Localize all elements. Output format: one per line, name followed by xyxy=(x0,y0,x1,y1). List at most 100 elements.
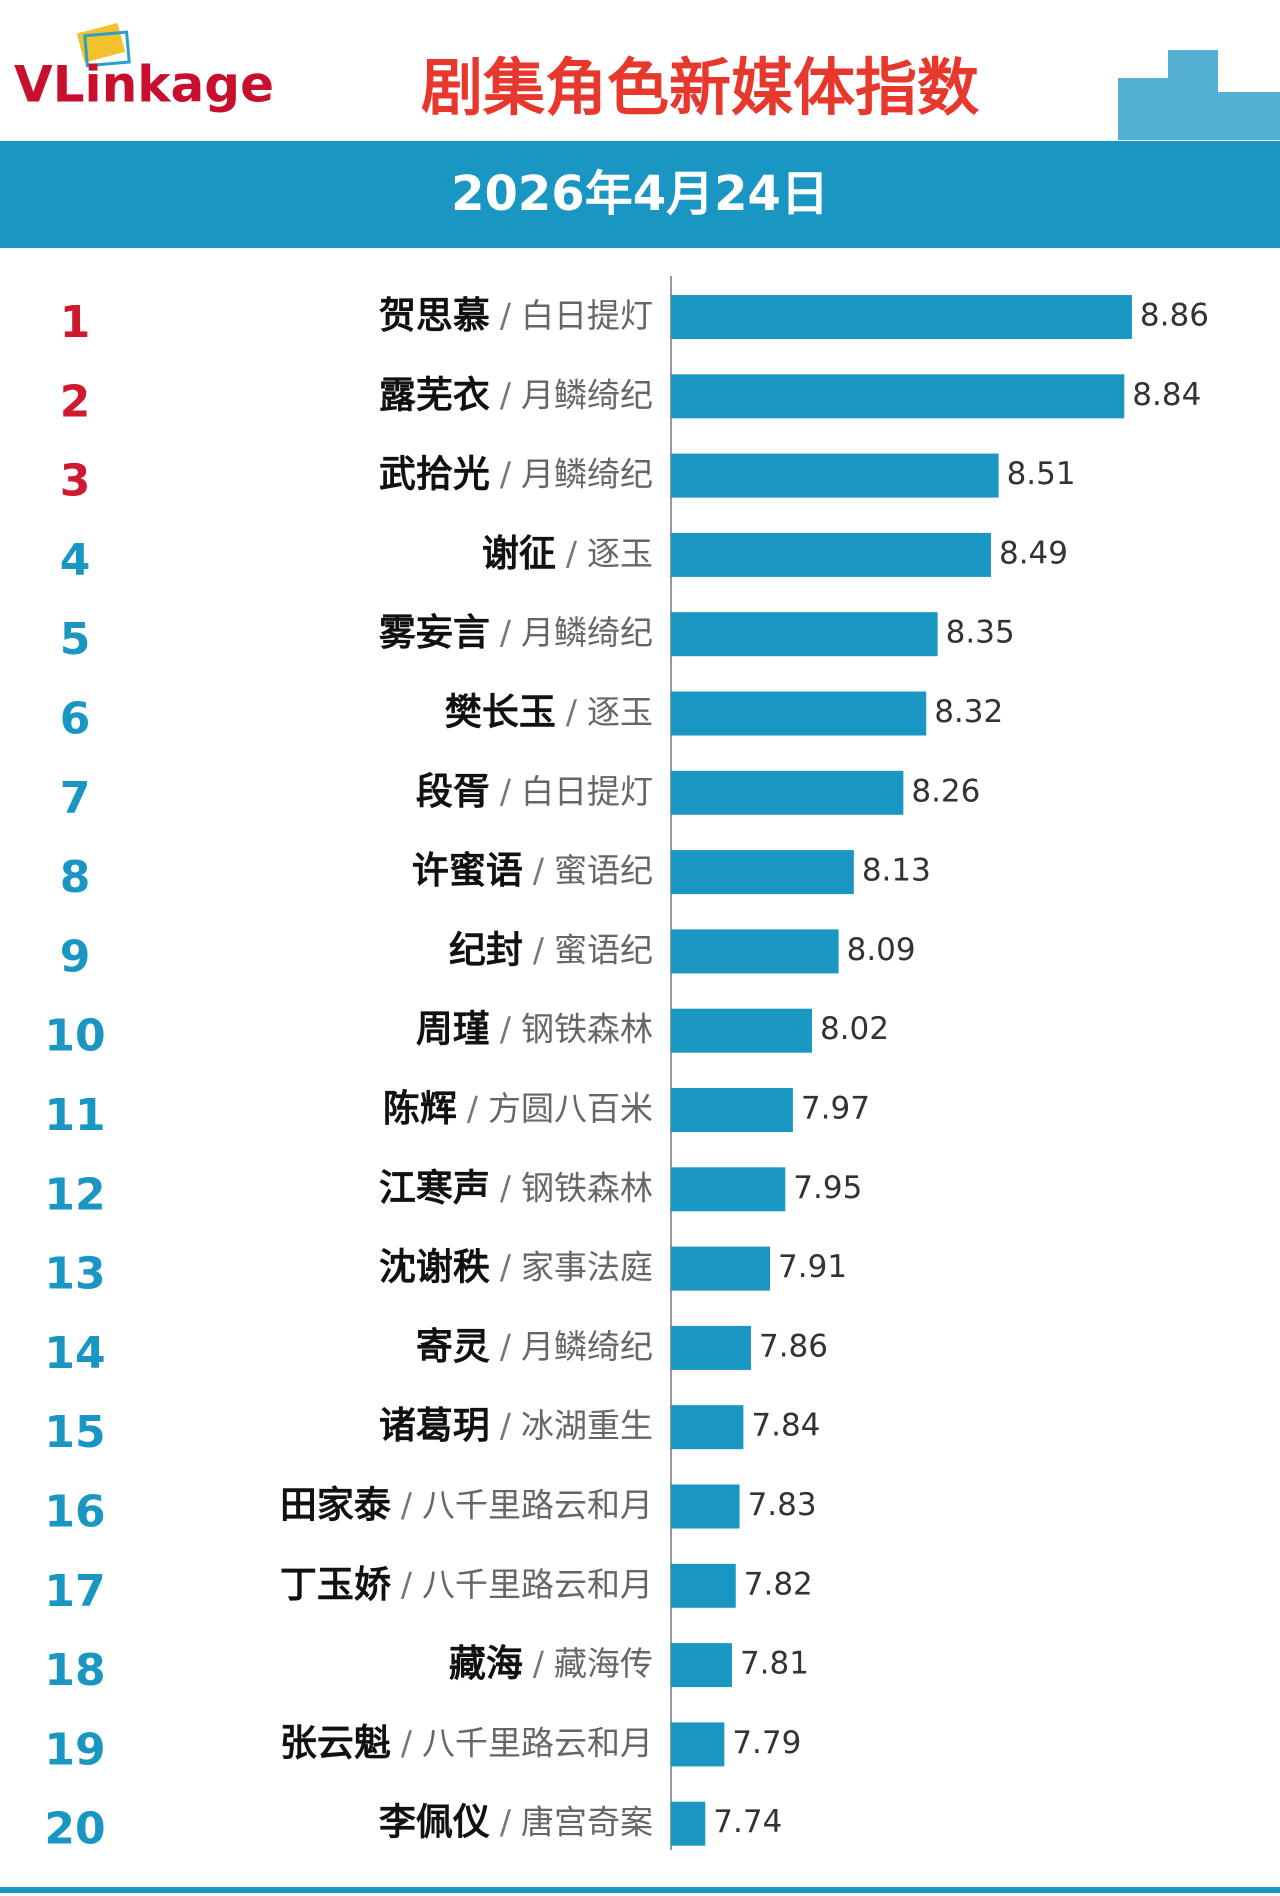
value-label: 8.35 xyxy=(946,615,1015,651)
character-name: 丁玉娇 xyxy=(280,1562,392,1605)
rank: 14 xyxy=(44,1328,105,1379)
value-label: 8.26 xyxy=(911,773,980,809)
separator: / xyxy=(401,1564,413,1603)
logo-icon xyxy=(76,22,131,68)
separator: / xyxy=(500,1247,512,1286)
value-label: 8.09 xyxy=(847,932,916,968)
rank: 17 xyxy=(44,1566,105,1617)
row-label: 田家泰 / 八千里路云和月 xyxy=(280,1483,653,1526)
row-label: 许蜜语 / 蜜语纪 xyxy=(412,849,653,892)
value-label: 8.86 xyxy=(1140,298,1209,334)
value-label: 7.74 xyxy=(713,1804,782,1840)
row-label: 诸葛玥 / 冰湖重生 xyxy=(379,1404,653,1447)
rank: 15 xyxy=(44,1407,105,1458)
bar xyxy=(671,295,1132,339)
row-label: 寄灵 / 月鳞绮纪 xyxy=(416,1324,653,1367)
row-label: 段胥 / 白日提灯 xyxy=(416,769,653,812)
row-label: 沈谢秩 / 家事法庭 xyxy=(379,1245,653,1288)
row-label: 陈辉 / 方圆八百米 xyxy=(383,1087,653,1130)
value-label: 7.91 xyxy=(778,1249,847,1285)
bar xyxy=(671,1563,736,1608)
bar xyxy=(671,691,927,736)
separator: / xyxy=(500,375,512,414)
row-label: 周瑾 / 钢铁森林 xyxy=(416,1007,653,1050)
show-name: 藏海传 xyxy=(554,1644,653,1683)
bar xyxy=(671,1405,744,1450)
show-name: 蜜语纪 xyxy=(554,930,653,969)
show-name: 唐宫奇案 xyxy=(521,1802,653,1841)
bar xyxy=(671,532,991,577)
character-name: 武拾光 xyxy=(379,452,490,495)
rank: 10 xyxy=(44,1011,105,1062)
value-label: 7.84 xyxy=(751,1408,820,1444)
show-name: 白日提灯 xyxy=(521,771,653,810)
separator: / xyxy=(566,533,578,572)
bar xyxy=(671,1643,732,1688)
show-name: 月鳞绮纪 xyxy=(521,613,653,652)
character-name: 露芜衣 xyxy=(379,373,490,416)
value-label: 7.86 xyxy=(759,1328,828,1364)
character-name: 诸葛玥 xyxy=(379,1404,490,1447)
value-label: 8.51 xyxy=(1007,456,1076,492)
rank: 18 xyxy=(44,1645,105,1696)
bar xyxy=(671,1722,725,1767)
rank: 16 xyxy=(44,1487,105,1538)
character-name: 贺思慕 xyxy=(379,294,490,337)
separator: / xyxy=(500,1406,512,1445)
show-name: 钢铁森林 xyxy=(521,1009,653,1048)
date-band xyxy=(0,141,1280,248)
row-label: 谢征 / 逐玉 xyxy=(482,531,653,574)
show-name: 逐玉 xyxy=(587,533,653,572)
value-label: 7.82 xyxy=(744,1566,813,1602)
show-name: 月鳞绮纪 xyxy=(521,375,653,414)
row-label: 纪封 / 蜜语纪 xyxy=(449,928,653,971)
value-label: 8.84 xyxy=(1132,377,1201,413)
rank: 1 xyxy=(60,297,91,348)
character-name: 许蜜语 xyxy=(412,849,523,892)
bar xyxy=(671,374,1125,419)
show-name: 家事法庭 xyxy=(521,1247,653,1286)
character-name: 樊长玉 xyxy=(445,690,556,733)
character-name: 江寒声 xyxy=(379,1166,490,1209)
show-name: 钢铁森林 xyxy=(521,1168,653,1207)
value-label: 7.79 xyxy=(732,1725,801,1761)
show-name: 八千里路云和月 xyxy=(422,1723,653,1762)
character-name: 张云魁 xyxy=(280,1721,391,1764)
separator: / xyxy=(500,1009,512,1048)
row-label: 李佩仪 / 唐宫奇案 xyxy=(379,1800,653,1843)
bar xyxy=(671,1325,751,1370)
separator: / xyxy=(401,1485,413,1524)
separator: / xyxy=(500,1168,512,1207)
value-label: 8.13 xyxy=(862,853,931,889)
separator: / xyxy=(566,692,578,731)
character-name: 沈谢秩 xyxy=(379,1245,490,1288)
show-name: 蜜语纪 xyxy=(554,851,653,890)
show-name: 月鳞绮纪 xyxy=(521,1326,653,1365)
row-label: 张云魁 / 八千里路云和月 xyxy=(280,1721,653,1764)
character-name: 谢征 xyxy=(482,531,556,574)
value-label: 7.95 xyxy=(793,1170,862,1206)
value-label: 7.97 xyxy=(801,1091,870,1127)
separator: / xyxy=(500,613,512,652)
bar xyxy=(671,1008,812,1053)
row-label: 贺思慕 / 白日提灯 xyxy=(379,294,653,337)
podium-icon xyxy=(1118,50,1280,140)
character-name: 藏海 xyxy=(449,1642,523,1685)
rank: 13 xyxy=(44,1249,105,1300)
bar xyxy=(671,1246,771,1291)
row-label: 江寒声 / 钢铁森林 xyxy=(379,1166,653,1209)
row-label: 武拾光 / 月鳞绮纪 xyxy=(379,452,653,495)
bar xyxy=(671,612,938,657)
rank: 7 xyxy=(60,773,91,824)
value-label: 8.49 xyxy=(999,535,1068,571)
row-label: 藏海 / 藏海传 xyxy=(449,1642,653,1685)
separator: / xyxy=(533,1644,545,1683)
row-label: 丁玉娇 / 八千里路云和月 xyxy=(280,1562,653,1605)
rank: 6 xyxy=(60,694,91,745)
separator: / xyxy=(467,1089,479,1128)
rank: 12 xyxy=(44,1169,105,1220)
value-label: 7.83 xyxy=(748,1487,817,1523)
show-name: 八千里路云和月 xyxy=(422,1564,653,1603)
bottom-band xyxy=(0,1887,1280,1893)
